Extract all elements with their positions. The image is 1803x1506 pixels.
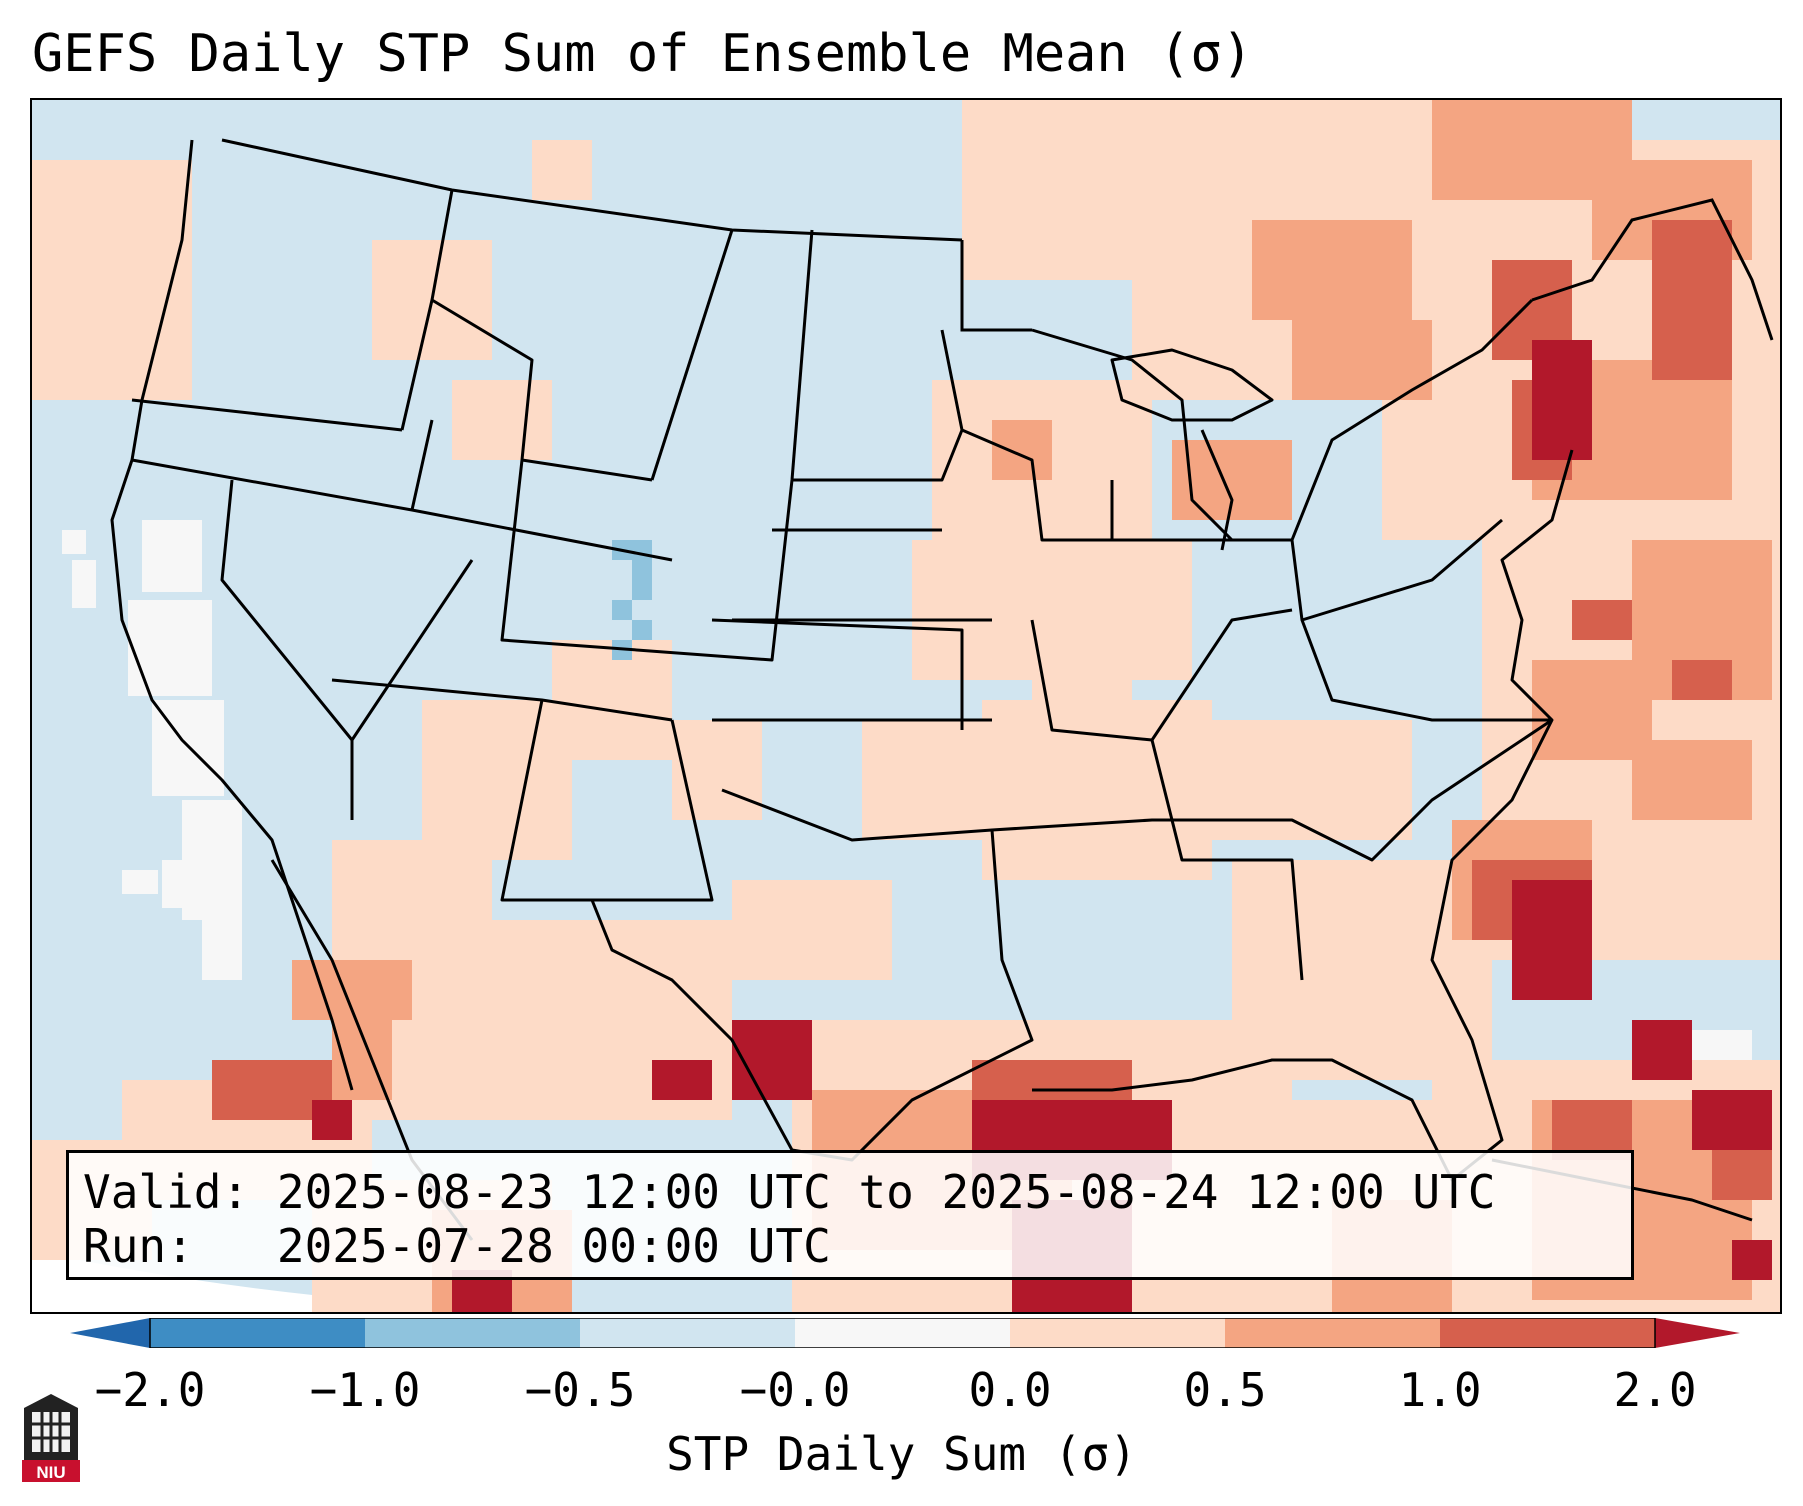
map-canvas [32, 100, 1780, 1312]
colorbar-tick-label: −0.0 [739, 1363, 851, 1417]
chart-title: GEFS Daily STP Sum of Ensemble Mean (σ) [32, 24, 1253, 84]
run-label: Run: [83, 1219, 194, 1273]
colorbar-segment-6 [1225, 1318, 1440, 1348]
colorbar-segment-7 [1440, 1318, 1655, 1348]
colorbar-tick-label: −2.0 [94, 1363, 206, 1417]
colorbar-segment-4 [795, 1318, 1010, 1348]
valid-label: Valid: [83, 1165, 250, 1219]
colorbar-tick-label: 2.0 [1613, 1363, 1697, 1417]
colorbar-svg [70, 1317, 1740, 1349]
map-panel [30, 98, 1782, 1314]
colorbar-tick-label: 1.0 [1398, 1363, 1482, 1417]
valid-line: Valid: 2025-08-23 12:00 UTC to 2025-08-2… [83, 1165, 1617, 1219]
state-boundaries [110, 138, 1753, 1241]
logo-text: NIU [36, 1463, 65, 1482]
run-line: Run: 2025-07-28 00:00 UTC [83, 1219, 1617, 1273]
northern-border [960, 198, 1774, 341]
colorbar-segment-2 [365, 1318, 580, 1348]
colorbar-tick-label: 0.5 [1183, 1363, 1267, 1417]
valid-run-info-box: Valid: 2025-08-23 12:00 UTC to 2025-08-2… [66, 1150, 1634, 1280]
colorbar-extend-high [1655, 1318, 1740, 1348]
map-outside-domain [32, 1250, 542, 1312]
colorbar-segment-5 [1010, 1318, 1225, 1348]
colorbar-tick-label: 0.0 [968, 1363, 1052, 1417]
valid-text: 2025-08-23 12:00 UTC to 2025-08-24 12:00… [276, 1165, 1496, 1219]
run-text: 2025-07-28 00:00 UTC [276, 1219, 831, 1273]
niu-logo-icon: NIU [20, 1390, 82, 1484]
colorbar-extend-low [70, 1318, 150, 1348]
colorbar [70, 1317, 1740, 1352]
colorbar-tick-label: −0.5 [524, 1363, 636, 1417]
colorbar-segment-3 [580, 1318, 795, 1348]
colorbar-segment-1 [150, 1318, 365, 1348]
colorbar-tick-label: −1.0 [309, 1363, 421, 1417]
colorbar-label: STP Daily Sum (σ) [666, 1427, 1137, 1481]
